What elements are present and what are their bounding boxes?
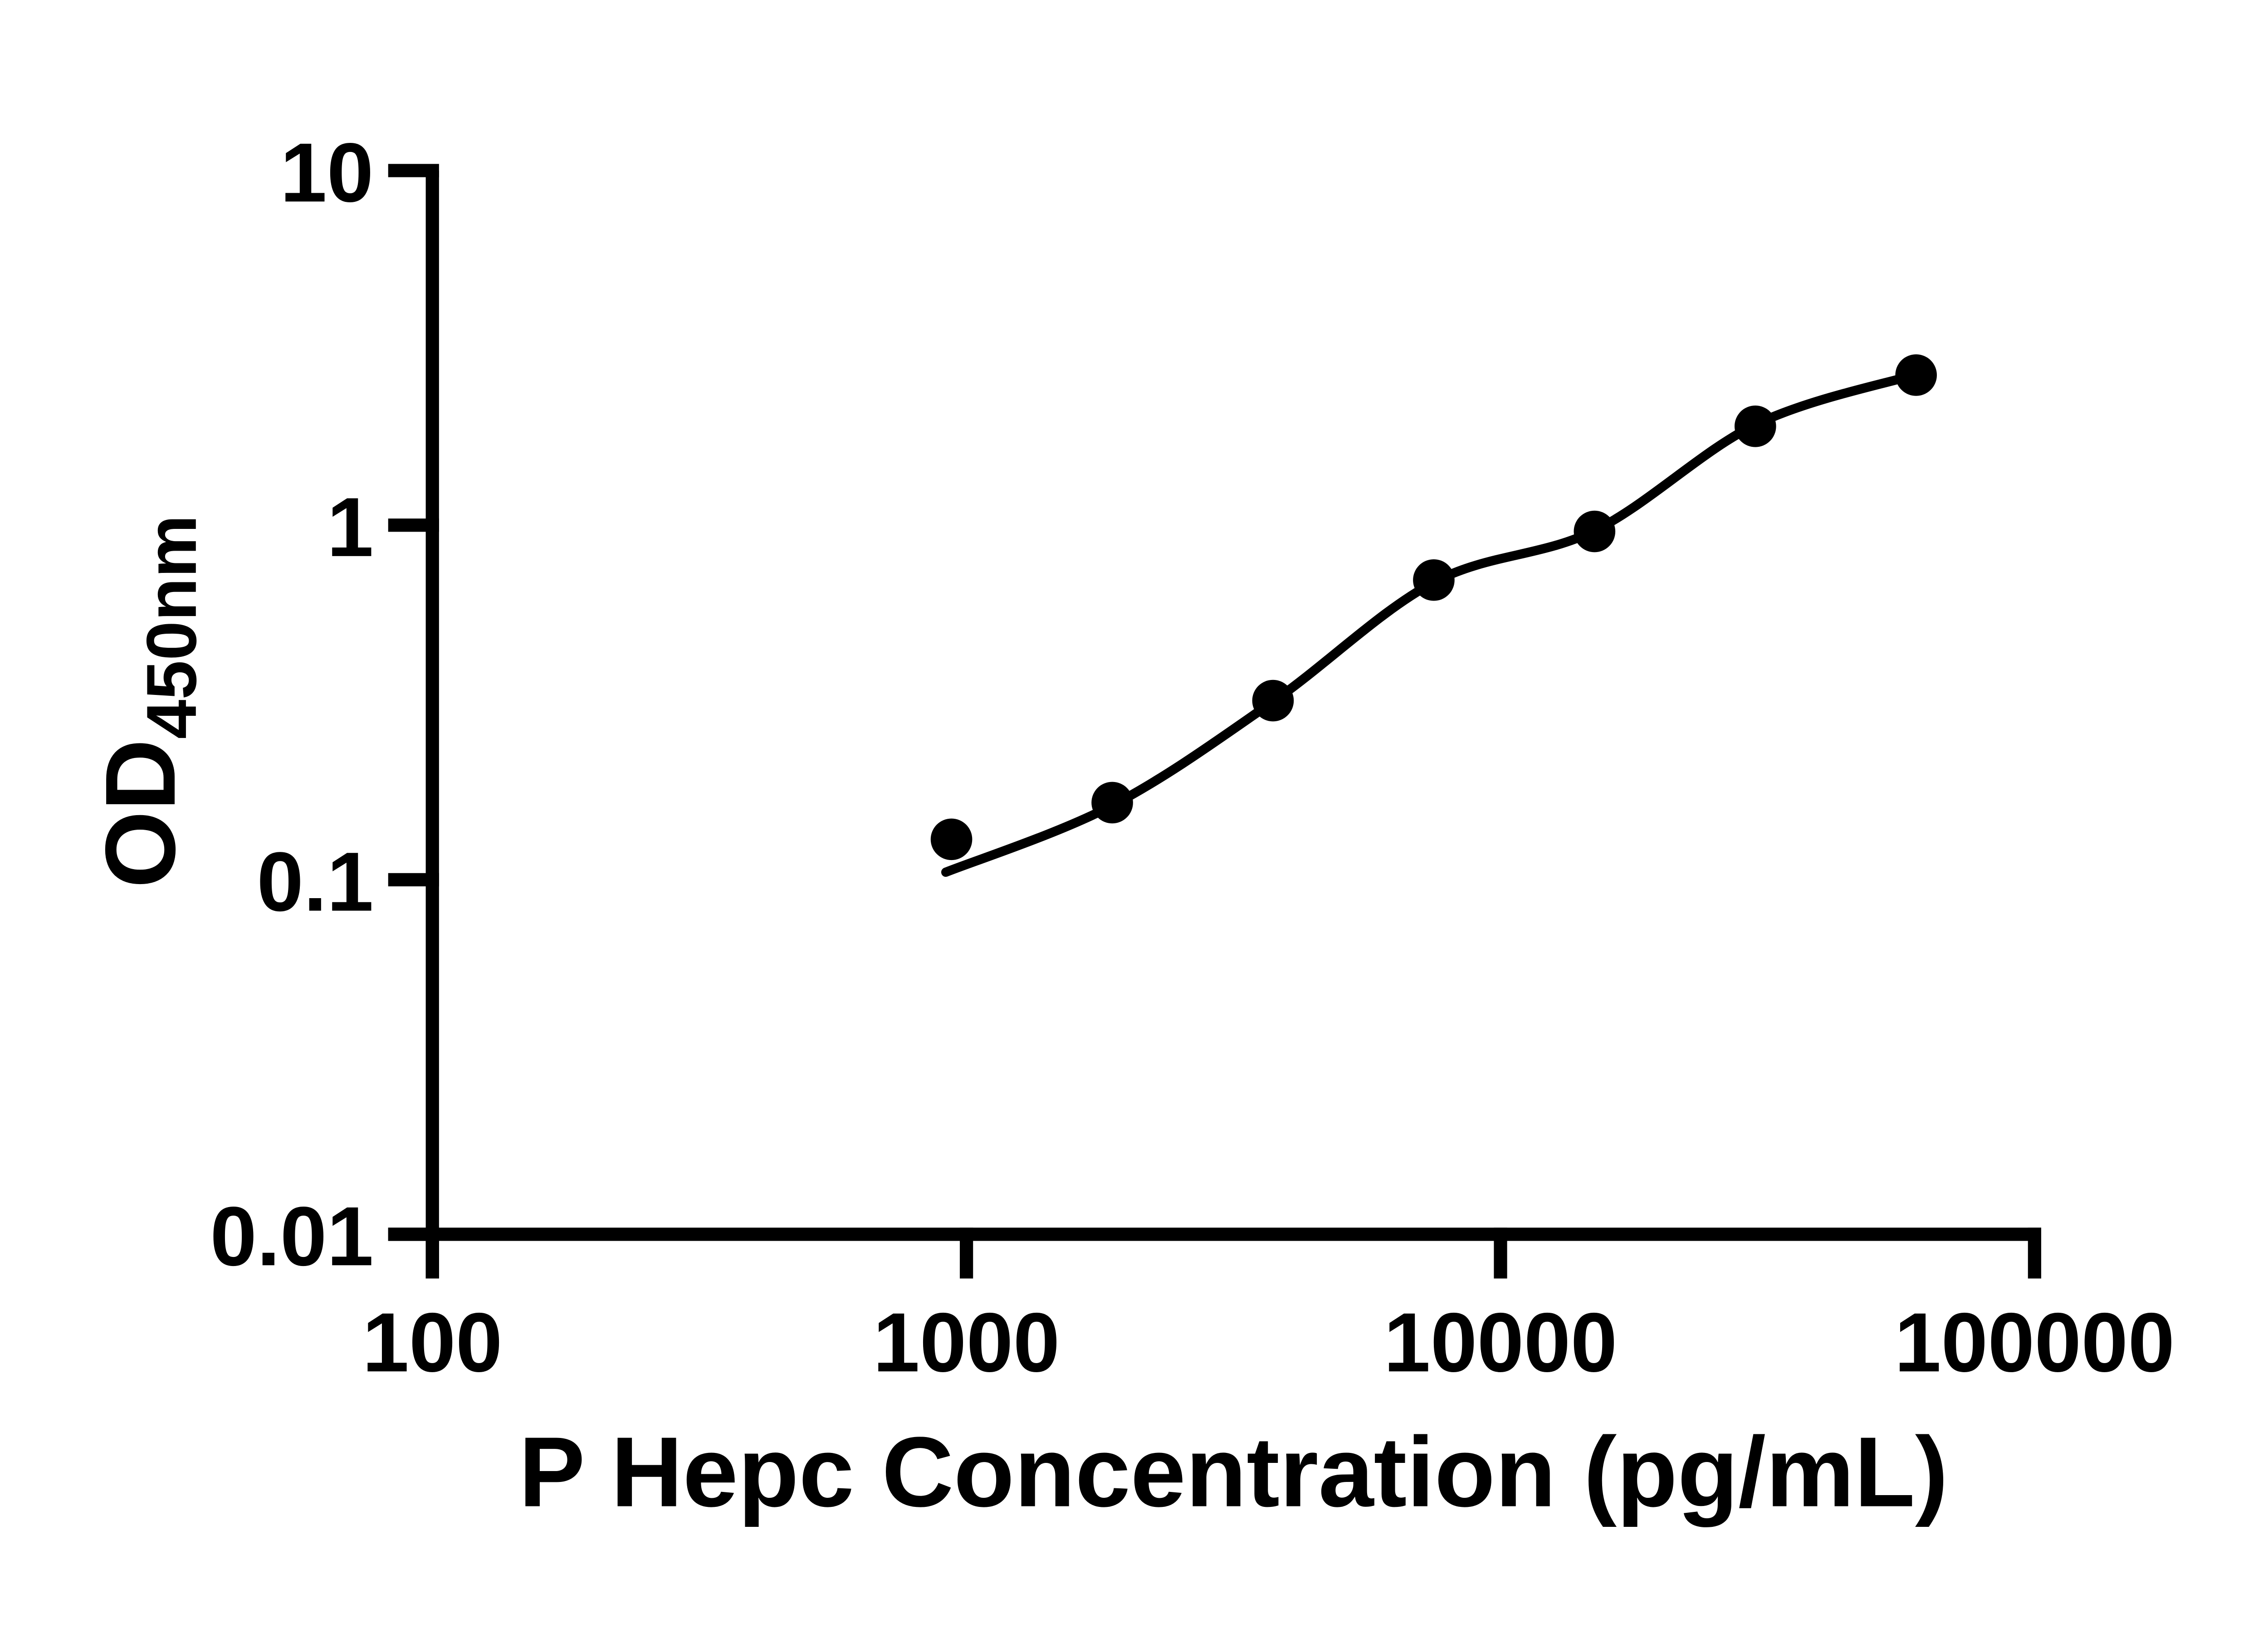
x-tick-label: 100000 bbox=[1894, 1296, 2175, 1389]
y-tick-label: 10 bbox=[280, 126, 374, 220]
y-axis-title-main: OD bbox=[85, 739, 196, 888]
data-point bbox=[1895, 354, 1937, 396]
y-tick-label: 1 bbox=[327, 480, 374, 574]
data-point bbox=[1574, 510, 1616, 552]
y-tick-label: 0.1 bbox=[257, 835, 373, 929]
x-axis-title: P Hepc Concentration (pg/mL) bbox=[519, 1416, 1948, 1527]
y-axis-title-sub: 450nm bbox=[132, 515, 211, 739]
x-tick-label: 100 bbox=[362, 1296, 503, 1389]
axes-layer: 10 1 0.1 0.01 100 1000 10000 100000 bbox=[210, 126, 2175, 1389]
series-layer bbox=[930, 354, 1937, 877]
y-axis-title: OD450nm bbox=[85, 515, 211, 888]
data-point bbox=[1252, 680, 1294, 722]
data-point bbox=[1734, 405, 1776, 447]
y-tick-label: 0.01 bbox=[210, 1189, 373, 1283]
x-tick-label: 10000 bbox=[1384, 1296, 1618, 1389]
data-point bbox=[930, 818, 973, 861]
x-tick-label: 1000 bbox=[873, 1296, 1060, 1389]
data-point bbox=[1413, 559, 1455, 601]
data-point bbox=[1091, 782, 1133, 824]
fit-curve bbox=[941, 370, 1921, 877]
